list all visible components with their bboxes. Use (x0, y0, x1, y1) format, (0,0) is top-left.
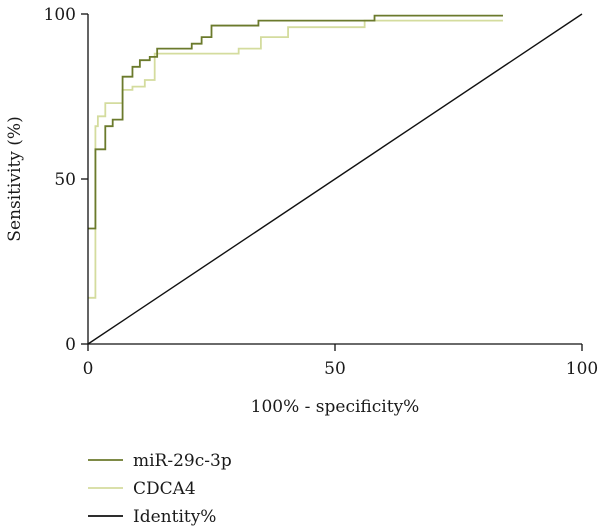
y-axis-ticks: 0 50 100 (44, 5, 88, 355)
series-line-cdca4 (88, 19, 503, 299)
series-line-identity (87, 13, 583, 345)
legend: miR-29c-3p CDCA4 Identity% (88, 451, 232, 527)
y-axis-label: Sensitivity (%) (5, 116, 25, 241)
x-tick-label: 100 (566, 359, 598, 379)
x-axis-label: 100% - specificity% (251, 397, 420, 417)
legend-label-mir-29c-3p: miR-29c-3p (133, 451, 232, 471)
series-line-mir-29c-3p (88, 14, 503, 230)
legend-label-cdca4: CDCA4 (133, 479, 196, 499)
legend-label-identity: Identity% (133, 507, 216, 527)
plot-lines (87, 13, 583, 345)
y-tick-label: 100 (44, 5, 76, 25)
y-tick-label: 0 (65, 335, 76, 355)
x-axis-ticks: 0 50 100 (83, 344, 598, 379)
x-tick-label: 0 (83, 359, 94, 379)
x-tick-label: 50 (324, 359, 346, 379)
y-tick-label: 50 (54, 170, 76, 190)
